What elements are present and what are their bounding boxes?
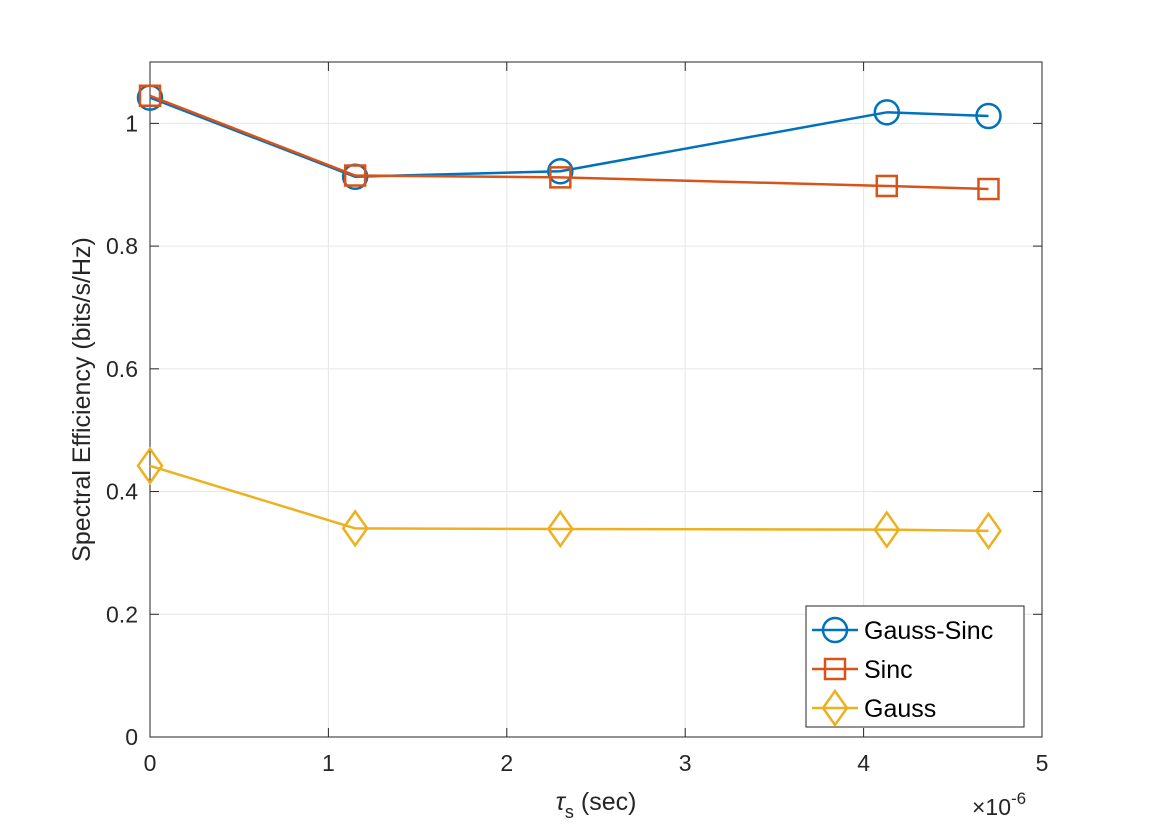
x-tick-label: 1 [322,750,335,776]
data-point-diamond [974,511,1003,550]
x-axis-label-unit: (sec) [574,788,637,816]
data-point-square [138,84,162,107]
legend-item: Gauss [812,688,936,728]
x-tick-label: 5 [1036,750,1049,776]
data-point-square [343,164,367,187]
series-gauss-sinc [136,84,1002,190]
x-tick-label: 0 [144,750,157,776]
legend-marker-circle [821,616,849,644]
x-tick-label: 4 [857,750,870,776]
legend-marker-diamond [821,688,849,728]
data-point-square [875,174,899,198]
y-tick-label: 0.2 [106,601,138,627]
y-tick-label: 1 [125,110,138,136]
legend-item: Gauss-Sinc [812,616,993,645]
series-line [149,96,989,179]
legend-marker-square [823,657,847,681]
plot-area [149,61,1043,738]
legend-label: Gauss-Sinc [864,617,993,645]
y-axis-label: Spectral Efficiency (bits/s/Hz) [68,237,96,562]
series-line [149,94,989,191]
data-point-diamond [341,509,369,548]
y-tick-label: 0.4 [106,479,138,505]
series-line [149,464,989,533]
legend-item: Sinc [812,656,913,684]
x-axis-exponent-power: -6 [1011,789,1026,808]
data-point-diamond [546,509,574,549]
data-point-circle [547,157,574,185]
legend-label: Sinc [864,656,913,684]
x-axis-label-symbol: τ [556,788,567,816]
y-tick-label: 0 [125,724,138,750]
data-point-diamond [873,510,901,549]
legend-label: Gauss [864,695,936,723]
x-axis-label: τs (sec) [556,788,637,822]
x-tick-label: 2 [500,750,513,776]
x-tick-label: 3 [679,750,692,776]
axis-ticks: 0 1 2 3 4 5 0 0.2 0.4 0.6 0.8 1 [106,62,1048,776]
x-axis-label-subscript: s [565,802,574,822]
series-gauss [136,446,1003,550]
data-point-circle [975,102,1002,130]
data-point-square [977,177,1000,201]
data-point-diamond [136,446,164,485]
y-tick-label: 0.8 [106,233,138,259]
data-point-circle [873,99,901,126]
y-tick-label: 0.6 [106,356,138,382]
x-axis-exponent: ×10-6 [972,789,1026,820]
series [136,84,1003,550]
legend: Gauss-Sinc Sinc Gauss [805,605,1025,728]
data-point-square [549,166,572,189]
series-sinc [138,84,1000,201]
x-axis-exponent-base: ×10 [972,794,1011,820]
